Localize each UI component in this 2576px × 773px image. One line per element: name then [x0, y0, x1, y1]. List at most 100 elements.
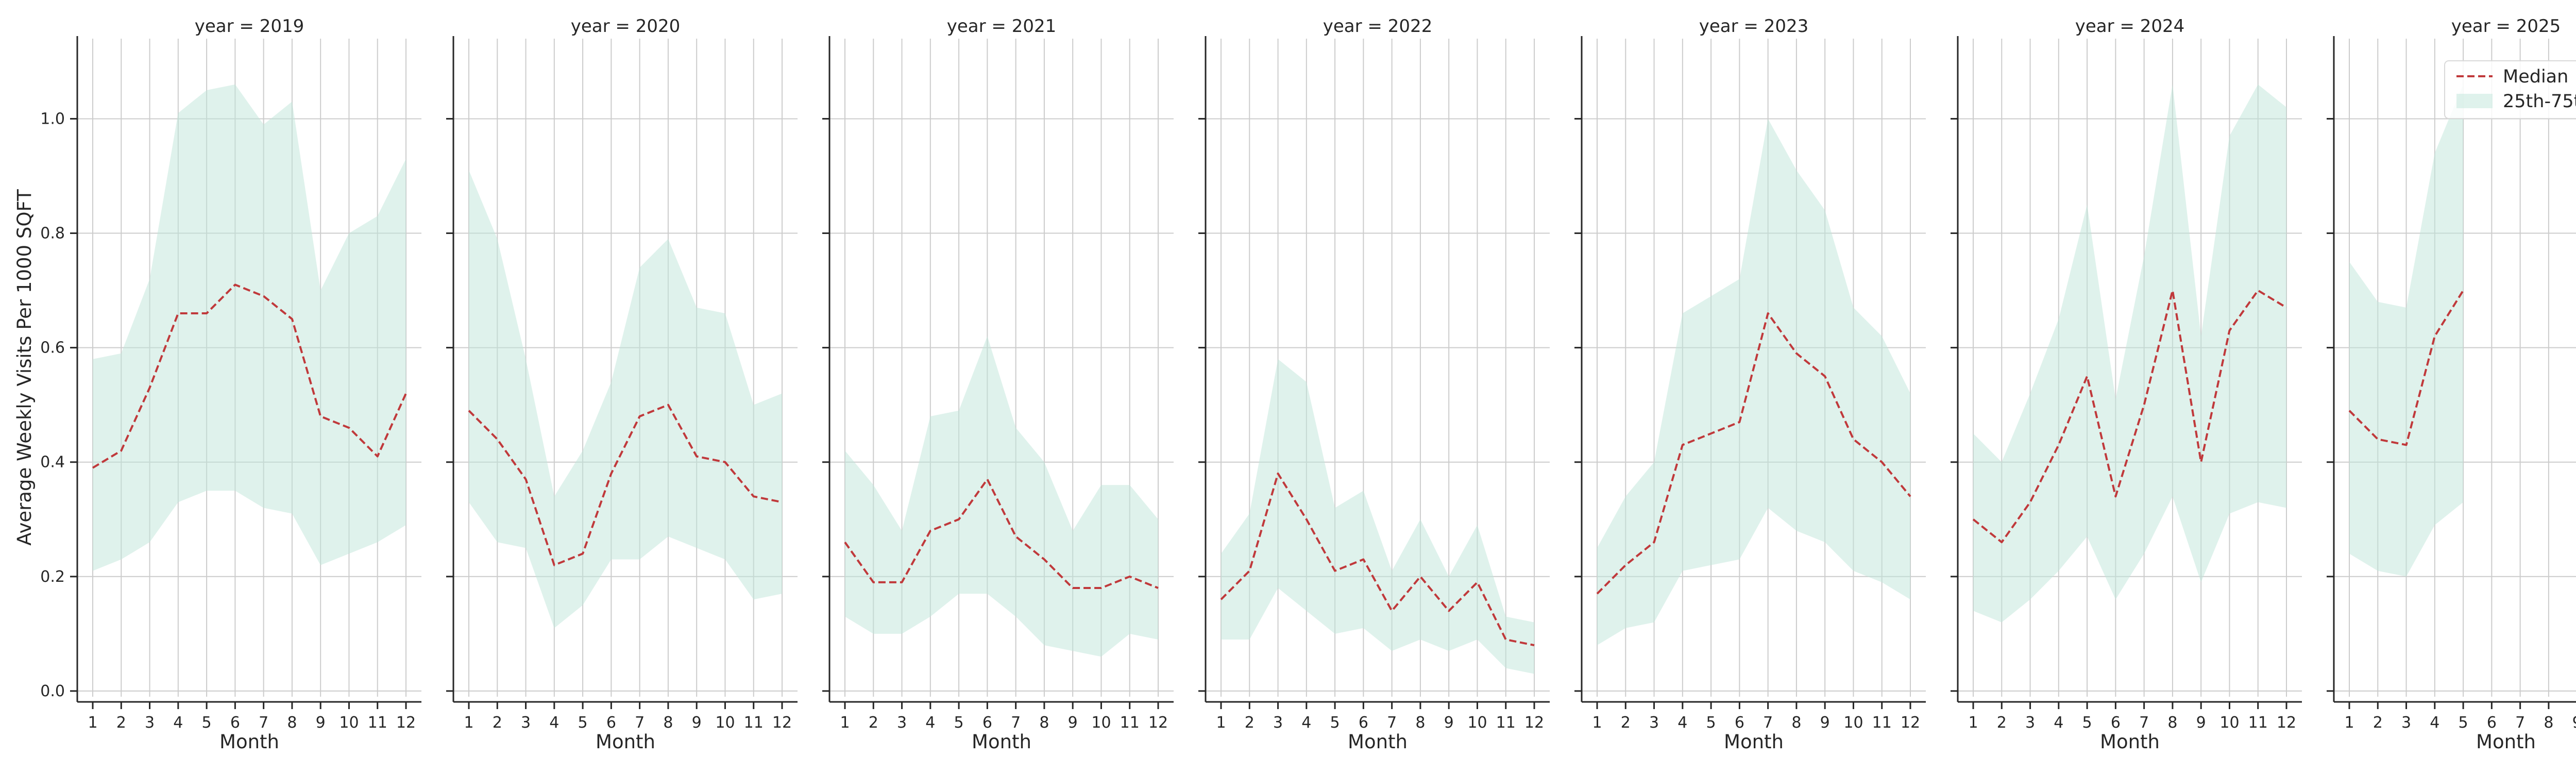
x-tick-label: 12	[1524, 714, 1544, 732]
facet-title: year = 2024	[2075, 16, 2184, 37]
y-tick-label: 0.2	[40, 568, 65, 586]
x-tick-label: 5	[1706, 714, 1716, 732]
x-tick-label: 4	[1301, 714, 1311, 732]
facet-title: year = 2025	[2451, 16, 2561, 37]
legend: Median 25th-75th Percentile	[2444, 60, 2576, 119]
y-tick-label: 0.0	[40, 682, 65, 700]
x-tick-label: 6	[2487, 714, 2497, 732]
facet-title: year = 2023	[1699, 16, 1808, 37]
percentile-band	[1973, 84, 2286, 623]
x-tick-label: 5	[1330, 714, 1340, 732]
x-tick-label: 10	[1467, 714, 1487, 732]
x-axis-label: Month	[2476, 731, 2536, 753]
x-tick-label: 4	[173, 714, 183, 732]
y-tick-label: 0.8	[40, 225, 65, 243]
x-tick-label: 10	[2219, 714, 2239, 732]
x-tick-label: 4	[2430, 714, 2439, 732]
x-tick-label: 2	[116, 714, 126, 732]
legend-band-label: 25th-75th Percentile	[2503, 91, 2576, 112]
median-line	[2348, 290, 2464, 446]
x-tick-label: 9	[1068, 714, 1078, 732]
x-tick-label: 6	[1735, 714, 1744, 732]
percentile-band	[2349, 84, 2464, 577]
x-tick-label: 8	[2544, 714, 2553, 732]
percentile-band	[845, 336, 1158, 657]
x-tick-label: 5	[954, 714, 964, 732]
x-tick-label: 2	[493, 714, 502, 732]
x-tick-label: 12	[2277, 714, 2296, 732]
x-tick-label: 4	[549, 714, 559, 732]
x-tick-label: 10	[715, 714, 735, 732]
x-tick-label: 3	[1273, 714, 1283, 732]
x-tick-label: 10	[1091, 714, 1111, 732]
x-tick-label: 1	[88, 714, 97, 732]
x-axis-label: Month	[1348, 731, 1408, 753]
x-tick-label: 7	[1763, 714, 1773, 732]
x-tick-label: 6	[2111, 714, 2121, 732]
x-tick-label: 3	[897, 714, 907, 732]
x-axis-label: Month	[596, 731, 655, 753]
x-tick-label: 8	[2167, 714, 2177, 732]
x-axis-label: Month	[972, 731, 1031, 753]
facet-title: year = 2020	[571, 16, 680, 37]
x-tick-label: 2	[1997, 714, 2007, 732]
x-tick-label: 3	[1649, 714, 1659, 732]
x-tick-label: 3	[2401, 714, 2411, 732]
median-line	[468, 404, 783, 566]
x-tick-label: 9	[2196, 714, 2206, 732]
x-tick-label: 10	[339, 714, 359, 732]
x-tick-label: 2	[2373, 714, 2383, 732]
median-line	[92, 283, 407, 469]
x-tick-label: 12	[396, 714, 416, 732]
x-tick-label: 7	[635, 714, 645, 732]
x-tick-label: 4	[2054, 714, 2063, 732]
x-tick-label: 8	[1791, 714, 1801, 732]
x-tick-label: 7	[2515, 714, 2525, 732]
x-tick-label: 5	[2082, 714, 2092, 732]
x-tick-label: 1	[840, 714, 850, 732]
x-tick-label: 10	[1843, 714, 1863, 732]
median-line	[1220, 472, 1535, 647]
x-axis-label: Month	[1724, 731, 1784, 753]
x-tick-label: 9	[2572, 714, 2576, 732]
x-tick-label: 4	[1677, 714, 1687, 732]
facet-title: year = 2022	[1323, 16, 1432, 37]
x-tick-label: 3	[145, 714, 155, 732]
x-tick-label: 3	[521, 714, 531, 732]
percentile-band	[469, 170, 782, 628]
x-tick-label: 11	[2248, 714, 2268, 732]
x-tick-label: 8	[663, 714, 673, 732]
x-tick-label: 1	[1968, 714, 1978, 732]
x-tick-label: 11	[744, 714, 764, 732]
x-tick-label: 9	[1444, 714, 1454, 732]
x-tick-label: 8	[287, 714, 297, 732]
x-axis-label: Month	[2100, 731, 2160, 753]
x-tick-label: 5	[2459, 714, 2468, 732]
x-tick-label: 6	[982, 714, 992, 732]
x-tick-label: 12	[1901, 714, 1920, 732]
x-tick-label: 12	[1148, 714, 1168, 732]
x-tick-label: 1	[1592, 714, 1602, 732]
x-tick-label: 7	[1011, 714, 1021, 732]
x-tick-label: 2	[869, 714, 878, 732]
x-axis-label: Month	[219, 731, 279, 753]
percentile-band	[1597, 119, 1910, 646]
x-tick-label: 8	[1415, 714, 1425, 732]
x-tick-label: 1	[464, 714, 473, 732]
x-tick-label: 2	[1245, 714, 1255, 732]
percentile-band	[1221, 359, 1534, 674]
percentile-band	[93, 84, 406, 571]
x-tick-label: 11	[1120, 714, 1140, 732]
x-tick-label: 7	[2139, 714, 2149, 732]
y-tick-label: 0.6	[40, 339, 65, 357]
x-tick-label: 2	[1621, 714, 1631, 732]
median-line	[1972, 289, 2287, 544]
x-tick-label: 7	[259, 714, 268, 732]
x-tick-label: 7	[1387, 714, 1397, 732]
